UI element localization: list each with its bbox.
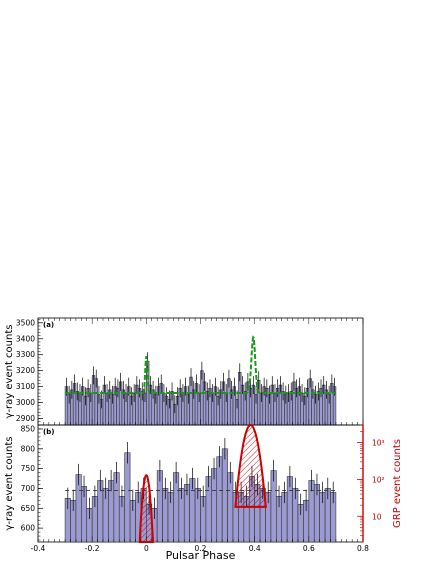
grp-interpulse-curve <box>234 423 267 508</box>
y-tick-label: 850 <box>21 424 36 433</box>
y-tick-label: 650 <box>21 504 36 513</box>
y-axis-title: γ-ray event counts <box>4 325 15 419</box>
panel-b: 600 650 700 750 800 850 10 10² 10³ -0.4 -0.2 0 0.2 0.… <box>4 423 403 562</box>
panel-label: (a) <box>43 321 54 329</box>
x-axis-title: Pulsar Phase <box>166 549 236 562</box>
x-tick-label: 0.2 <box>195 544 207 553</box>
x-tick-label: 0.8 <box>357 544 369 553</box>
y-tick-label: 3400 <box>16 334 35 343</box>
grp-tick-label: 10 <box>372 512 382 521</box>
grp-tick-label: 10³ <box>372 439 385 448</box>
x-tick-label: -0.4 <box>31 544 46 553</box>
y-tick-label: 3200 <box>16 366 35 375</box>
x-tick-label: 0 <box>144 544 149 553</box>
y2-axis-title: GRP event counts <box>392 439 403 528</box>
grp-main-pulse-fill <box>138 475 154 542</box>
y-tick-label: 700 <box>21 484 36 493</box>
y-tick-label: 2900 <box>16 414 35 423</box>
x-tick-label: 0.6 <box>303 544 315 553</box>
y-tick-label: 750 <box>21 464 36 473</box>
histogram-bar <box>216 456 223 543</box>
histogram-bar <box>124 452 131 543</box>
y-axis-title: γ-ray event counts <box>4 437 15 531</box>
histogram-bar <box>211 468 218 543</box>
y-tick-label: 3000 <box>16 398 35 407</box>
y-tick-label: 800 <box>21 444 36 453</box>
x-tick-label: 0.4 <box>249 544 261 553</box>
grp-main-pulse-curve <box>138 474 155 543</box>
panel-label: (b) <box>43 428 54 436</box>
y-tick-label: 600 <box>21 524 36 533</box>
x-tick-label: -0.2 <box>85 544 100 553</box>
y-tick-label: 3500 <box>16 318 35 327</box>
y-tick-label: 3100 <box>16 382 35 391</box>
model-curve <box>65 335 336 395</box>
grp-tick-label: 10² <box>372 475 385 484</box>
histogram-bar <box>221 448 228 543</box>
panel-a: 2900 3000 3100 3200 3300 3400 3500 (a) γ-ray eve… <box>4 317 364 426</box>
y-tick-label: 3300 <box>16 350 35 359</box>
